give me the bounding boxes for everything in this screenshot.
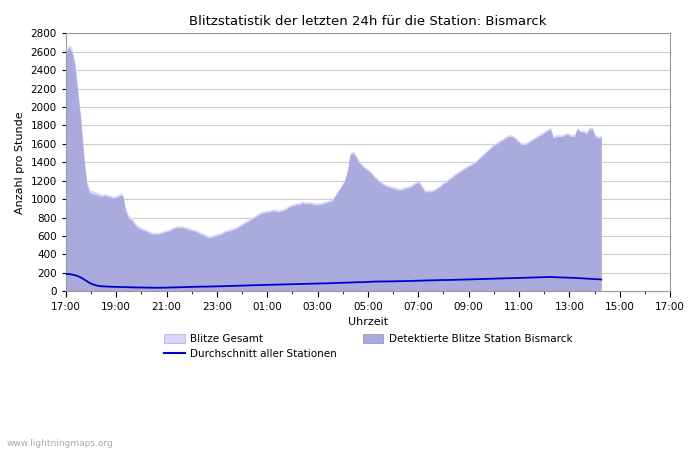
Legend: Blitze Gesamt, Durchschnitt aller Stationen, Detektierte Blitze Station Bismarck: Blitze Gesamt, Durchschnitt aller Statio… bbox=[160, 329, 576, 364]
Text: www.lightningmaps.org: www.lightningmaps.org bbox=[7, 439, 113, 448]
X-axis label: Uhrzeit: Uhrzeit bbox=[348, 317, 388, 327]
Y-axis label: Anzahl pro Stunde: Anzahl pro Stunde bbox=[15, 111, 25, 214]
Title: Blitzstatistik der letzten 24h für die Station: Bismarck: Blitzstatistik der letzten 24h für die S… bbox=[189, 15, 547, 28]
